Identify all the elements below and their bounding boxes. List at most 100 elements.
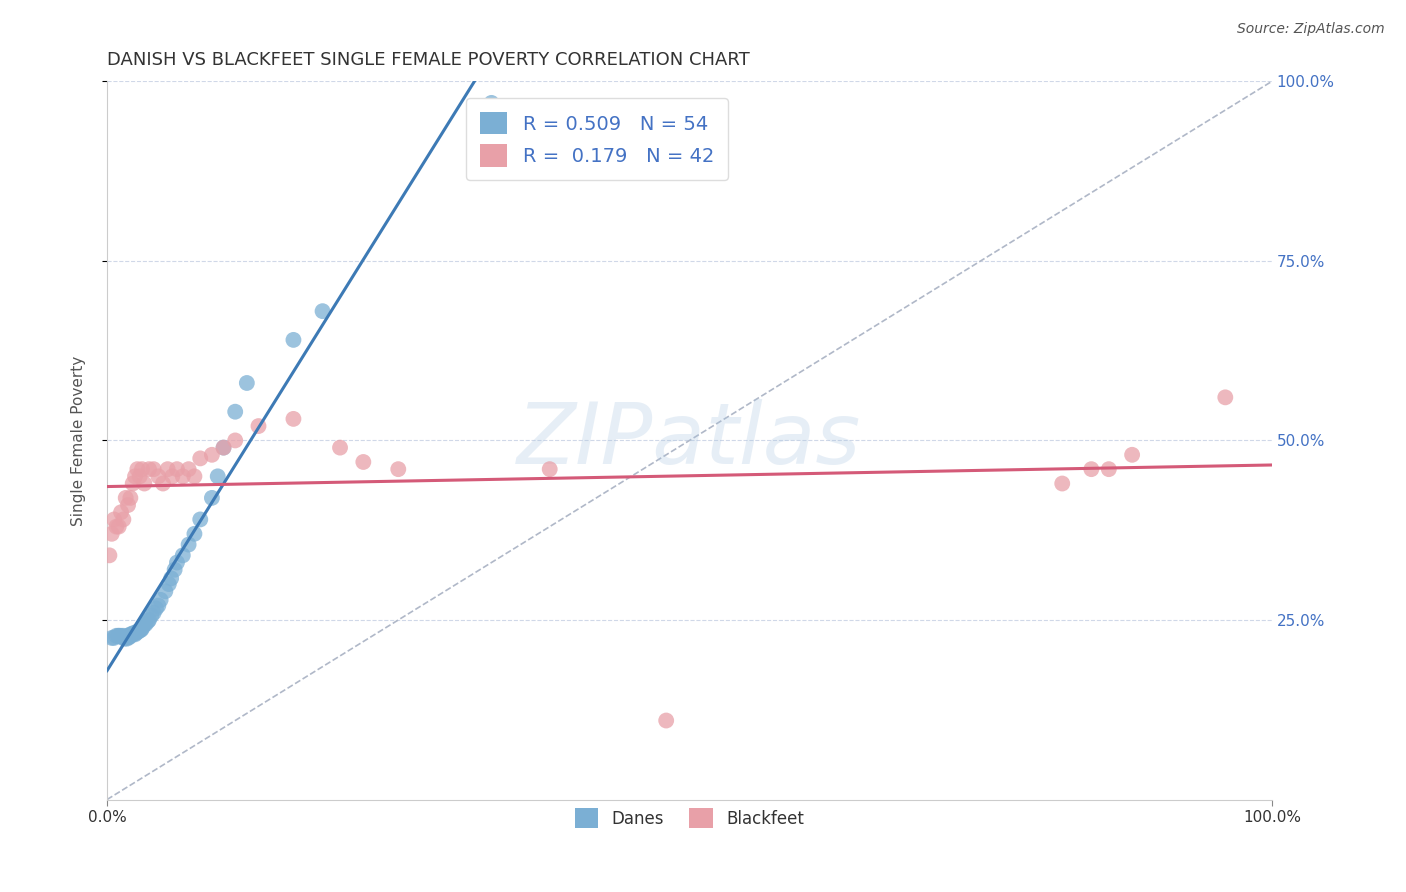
Point <box>117 629 139 643</box>
Point <box>118 630 141 644</box>
Point <box>100 526 122 541</box>
Point <box>236 376 259 390</box>
Point <box>132 618 155 632</box>
Point <box>129 623 152 637</box>
Point <box>149 592 172 607</box>
Point <box>105 519 128 533</box>
Point <box>387 462 409 476</box>
Point <box>163 563 186 577</box>
Point <box>120 627 142 641</box>
Point <box>212 441 235 455</box>
Point <box>100 631 122 645</box>
Point <box>115 632 138 646</box>
Point <box>141 608 163 623</box>
Point <box>124 469 146 483</box>
Point <box>107 519 129 533</box>
Point <box>117 630 139 644</box>
Point <box>183 469 205 483</box>
Point <box>103 512 125 526</box>
Point <box>1098 462 1121 476</box>
Point <box>655 714 678 728</box>
Point <box>112 629 135 643</box>
Point <box>160 571 183 585</box>
Point <box>166 556 188 570</box>
Point <box>121 627 143 641</box>
Point <box>145 601 167 615</box>
Point <box>329 441 352 455</box>
Point <box>128 623 150 637</box>
Point <box>127 462 149 476</box>
Point <box>224 434 246 448</box>
Point <box>121 476 143 491</box>
Point <box>311 304 333 318</box>
Point <box>98 549 121 563</box>
Point <box>201 448 224 462</box>
Point <box>283 412 305 426</box>
Point <box>177 538 200 552</box>
Point <box>352 455 374 469</box>
Point <box>120 629 142 643</box>
Point <box>121 627 143 641</box>
Y-axis label: Single Female Poverty: Single Female Poverty <box>72 355 86 525</box>
Point <box>110 629 132 643</box>
Point <box>1050 476 1073 491</box>
Point <box>103 631 125 645</box>
Point <box>114 630 136 644</box>
Point <box>114 491 136 505</box>
Point <box>124 627 146 641</box>
Point <box>127 624 149 639</box>
Point <box>172 549 194 563</box>
Point <box>1080 462 1102 476</box>
Point <box>1213 390 1236 404</box>
Point <box>224 405 246 419</box>
Point <box>138 613 160 627</box>
Point <box>120 491 142 505</box>
Point <box>142 606 165 620</box>
Point <box>142 462 165 476</box>
Point <box>111 630 134 644</box>
Point <box>131 622 153 636</box>
Point <box>166 462 188 476</box>
Point <box>283 333 305 347</box>
Point <box>136 615 159 629</box>
Point <box>112 512 135 526</box>
Legend: Danes, Blackfeet: Danes, Blackfeet <box>568 802 810 834</box>
Text: ZIPatlas: ZIPatlas <box>517 399 862 482</box>
Point <box>131 462 153 476</box>
Text: DANISH VS BLACKFEET SINGLE FEMALE POVERTY CORRELATION CHART: DANISH VS BLACKFEET SINGLE FEMALE POVERT… <box>107 51 749 69</box>
Point <box>107 629 129 643</box>
Text: Source: ZipAtlas.com: Source: ZipAtlas.com <box>1237 22 1385 37</box>
Point <box>110 505 132 519</box>
Point <box>156 462 179 476</box>
Point <box>148 469 170 483</box>
Point <box>177 462 200 476</box>
Point <box>188 512 211 526</box>
Point <box>105 629 128 643</box>
Point <box>201 491 224 505</box>
Point <box>125 626 148 640</box>
Point <box>134 617 156 632</box>
Point <box>481 95 503 110</box>
Point <box>538 462 561 476</box>
Point <box>134 476 156 491</box>
Point <box>117 498 139 512</box>
Point <box>107 629 129 643</box>
Point <box>172 469 194 483</box>
Point <box>207 469 229 483</box>
Point <box>152 476 174 491</box>
Point <box>183 526 205 541</box>
Point <box>128 624 150 639</box>
Point <box>162 469 184 483</box>
Point <box>157 577 180 591</box>
Point <box>138 462 160 476</box>
Point <box>188 451 211 466</box>
Point <box>148 599 170 613</box>
Point <box>114 630 136 644</box>
Point <box>134 617 156 632</box>
Point <box>155 584 177 599</box>
Point <box>247 419 270 434</box>
Point <box>128 469 150 483</box>
Point <box>212 441 235 455</box>
Point <box>1121 448 1143 462</box>
Point <box>114 632 136 646</box>
